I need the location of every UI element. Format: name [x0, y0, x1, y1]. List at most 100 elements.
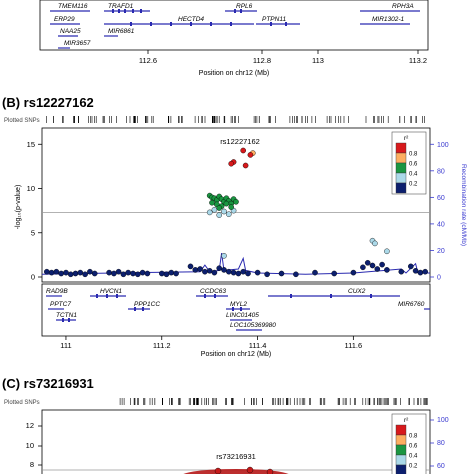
snp-point	[168, 269, 175, 276]
snp-point	[192, 267, 199, 273]
snp-point	[223, 200, 230, 207]
snp-point	[233, 198, 239, 205]
snp-point	[72, 270, 79, 277]
panel-b-plot-frame	[41, 127, 431, 283]
gene-label-linc01405: LINC01405	[226, 312, 259, 319]
panel-c-right-tick: 80	[437, 440, 445, 447]
panel-c-snp-rug	[119, 398, 428, 405]
snp-point	[120, 271, 127, 278]
snp-point	[209, 199, 215, 206]
snp-point	[379, 261, 385, 268]
top-x-tick-label: 112.6	[139, 56, 157, 65]
legend-swatch	[395, 182, 407, 194]
legend-value: 0.6	[409, 162, 418, 168]
legend-swatch	[395, 434, 407, 446]
panel-b-title: (B) rs12227162	[2, 95, 94, 110]
snp-point	[206, 209, 213, 216]
y2-tick-label: 0	[437, 275, 441, 282]
gene-label-mir3657: MIR3657	[64, 40, 91, 47]
top-x-tick-label: 113	[312, 56, 324, 65]
snp-point	[211, 269, 218, 276]
legend-swatch	[395, 162, 407, 174]
snp-point	[82, 271, 88, 278]
snp-point	[242, 162, 249, 169]
snp-point	[407, 263, 414, 270]
panel-c-snp-point	[214, 467, 222, 474]
gene-label-tctn1: TCTN1	[56, 312, 77, 319]
y2-tick-label: 80	[437, 168, 445, 175]
top-x-tick-label: 113.2	[409, 56, 427, 65]
snp-point	[221, 267, 227, 273]
panel-c-snp-point	[266, 468, 274, 474]
top-gene-panel: TMEM116 TRAFD1 RPL6 RPH3A ERP29 HECTD4 P…	[39, 0, 429, 77]
y2-tick-label: 40	[437, 221, 445, 228]
snp-point	[77, 269, 84, 276]
panel-c-left-tick: 12	[26, 421, 34, 430]
snp-point	[125, 269, 131, 276]
y-tick-label: 10	[27, 184, 35, 193]
legend-swatch	[395, 424, 407, 436]
panel-c-right-tick: 60	[437, 463, 445, 470]
y2-tick-label: 100	[437, 142, 449, 149]
legend-swatch	[395, 172, 407, 184]
gene-label-mir6760: MIR6760	[398, 301, 425, 308]
legend-value: 0.4	[409, 172, 418, 178]
snp-point	[139, 269, 146, 276]
panel-c-title: (C) rs73216931	[2, 376, 94, 391]
panel-b-x-axis: 111 111.2 111.4 111.6	[60, 336, 362, 350]
snp-point	[158, 270, 165, 277]
legend-swatch	[395, 444, 407, 456]
gene-label-hvcn1: HVCN1	[100, 288, 122, 295]
gene-label-hectd4: HECTD4	[178, 16, 204, 23]
snp-point	[206, 267, 213, 274]
snp-point	[216, 205, 222, 211]
gene-label-myl2: MYL2	[230, 301, 247, 308]
legend-swatch	[395, 152, 407, 164]
snp-point	[211, 206, 218, 213]
snp-point	[225, 268, 232, 275]
snp-point	[228, 160, 234, 167]
snp-point	[412, 267, 419, 274]
legend-swatches: 0.8 0.6 0.4 0.2	[395, 142, 418, 194]
snp-point	[245, 270, 251, 277]
snp-point	[44, 268, 50, 275]
snp-point	[197, 266, 203, 272]
legend-value: 0.8	[409, 152, 418, 158]
y2-tick-label: 20	[437, 248, 445, 255]
panel-b-exon-marks	[62, 294, 372, 322]
panel-b-plotted-snps-label: Plotted SNPs	[4, 118, 40, 124]
panel-c-snp-points	[183, 466, 289, 474]
x-tick-label: 111.4	[249, 341, 267, 350]
panel-c-plotted-snps-label: Plotted SNPs	[4, 400, 40, 406]
x-tick-label: 111	[60, 341, 71, 350]
panel-b-left-axis: 0 5 10 15	[27, 140, 42, 282]
legend-swatch	[395, 454, 407, 466]
snp-point	[240, 147, 246, 154]
gene-label-erp29: ERP29	[54, 16, 75, 23]
snp-point	[53, 268, 60, 275]
snp-point	[91, 270, 98, 277]
legend-title: r²	[404, 135, 409, 142]
gene-label-ccdc63: CCDC63	[200, 288, 226, 295]
panel-b-y-axis-label: -log₁₀(p-value)	[15, 185, 22, 230]
panel-c-legend-title: r²	[404, 417, 409, 424]
panel-b-x-axis-label: Position on chr12 (Mb)	[201, 351, 271, 358]
gene-label-rad9b: RAD9B	[46, 288, 68, 295]
snp-point	[384, 248, 390, 255]
gene-label-trafd1: TRAFD1	[108, 3, 134, 10]
snp-point	[115, 268, 122, 275]
snp-point	[173, 270, 179, 277]
snp-point	[221, 252, 227, 259]
top-gene-lines	[50, 10, 420, 49]
panel-c-right-ticks	[430, 419, 434, 467]
snp-point	[350, 269, 357, 276]
snp-point	[364, 259, 371, 266]
x-tick-label: 111.2	[153, 341, 171, 350]
snp-point	[111, 270, 117, 277]
snp-point	[422, 268, 429, 275]
legend-swatch	[395, 142, 407, 154]
snp-point	[369, 262, 376, 269]
top-panel-frame	[39, 0, 429, 51]
legend-value: 0.2	[409, 182, 418, 188]
